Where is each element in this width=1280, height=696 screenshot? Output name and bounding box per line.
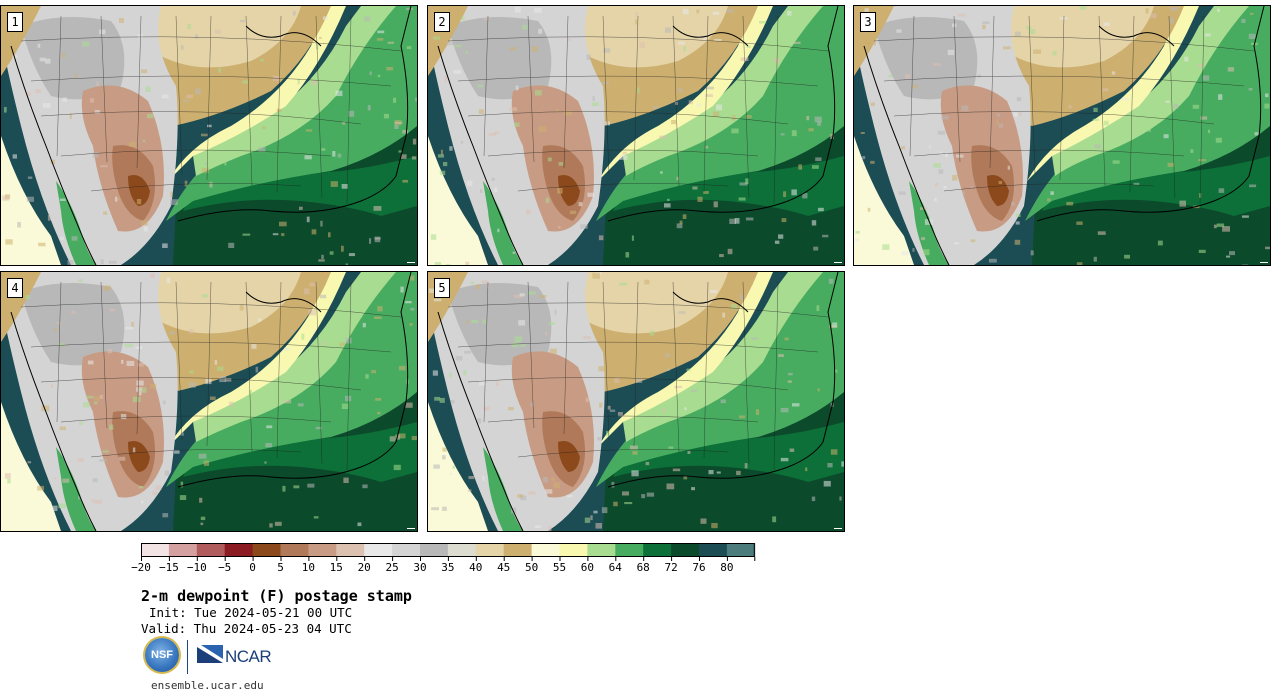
state-boundaries (20, 281, 402, 471)
coastlines (10, 272, 412, 531)
colorbar-tick-label: 68 (636, 561, 650, 574)
coastlines (863, 6, 1265, 265)
colorbar-swatch (726, 543, 756, 557)
dewpoint-field (428, 6, 844, 265)
colorbar-swatch (141, 543, 170, 557)
dewpoint-field (1, 6, 417, 265)
colorbar-tick-label: 80 (720, 561, 734, 574)
dewpoint-field (1, 272, 417, 531)
colorbar-tick-label: 0 (249, 561, 256, 574)
colorbar-tick-label: 55 (552, 561, 567, 574)
ensemble-member-map-4[interactable]: 4 (0, 271, 418, 532)
colorbar-swatch (699, 543, 728, 557)
colorbar-swatch (308, 543, 337, 557)
colorbar-tick-label: −10 (186, 561, 207, 574)
dewpoint-field (854, 6, 1270, 265)
colorbar-tick-label: 72 (664, 561, 678, 574)
member-number-label: 4 (7, 278, 23, 298)
colorbar-tick-label: 64 (608, 561, 622, 574)
state-boundaries (447, 15, 829, 205)
colorbar-swatch (671, 543, 700, 557)
colorbar-tick-label: 76 (692, 561, 706, 574)
colorbar-tick-label: 25 (385, 561, 399, 574)
colorbar-frame (141, 543, 755, 557)
page-title: 2-m dewpoint (F) postage stamp (141, 587, 412, 605)
colorbar-swatch (336, 543, 365, 557)
colorbar-tick-label: 5 (277, 561, 284, 574)
coastlines (10, 6, 412, 265)
logo-group: NSF NCAR (145, 638, 285, 676)
colorbar-swatch (280, 543, 309, 557)
colorbar-swatch (559, 543, 588, 557)
colorbar-swatch (224, 543, 253, 557)
colorbar-swatch (392, 543, 421, 557)
colorbar-swatch (447, 543, 477, 557)
dewpoint-field (428, 272, 844, 531)
ensemble-member-map-2[interactable]: 2 (427, 5, 845, 266)
nsf-logo: NSF (145, 638, 179, 672)
colorbar-tick-label: 45 (497, 561, 511, 574)
dewpoint-colorbar (141, 543, 756, 561)
colorbar-swatch (503, 543, 532, 557)
member-number-label: 5 (434, 278, 450, 298)
ncar-logo-icon (197, 645, 223, 663)
coastlines (437, 6, 839, 265)
colorbar-swatch (420, 543, 449, 557)
logo-divider (187, 640, 188, 674)
coastlines (437, 272, 839, 531)
colorbar-swatch (168, 543, 198, 557)
colorbar-tick-label: 20 (357, 561, 371, 574)
colorbar-swatch (531, 543, 560, 557)
colorbar-tick-label: 60 (580, 561, 595, 574)
ensemble-member-map-1[interactable]: 1 (0, 5, 418, 266)
ensemble-member-map-5[interactable]: 5 (427, 271, 845, 532)
ensemble-member-map-3[interactable]: 3 (853, 5, 1271, 266)
state-boundaries (20, 15, 402, 205)
colorbar-tick-label: 15 (329, 561, 343, 574)
colorbar-swatch (364, 543, 393, 557)
colorbar-tick-labels: −20 −15 −10 −5 0 5 10 15 20 25 30 35 40 45 50 55 60 64 68 7… (0, 561, 900, 577)
colorbar-swatch (475, 543, 505, 557)
colorbar-tick-label: −5 (218, 561, 232, 574)
colorbar-swatch (587, 543, 616, 557)
colorbar-swatch (252, 543, 281, 557)
member-number-label: 1 (7, 12, 23, 32)
colorbar-tick-label: 40 (469, 561, 483, 574)
colorbar-swatch (196, 543, 226, 557)
valid-time: Valid: Thu 2024-05-23 04 UTC (141, 621, 352, 636)
state-boundaries (873, 15, 1255, 205)
colorbar-swatch (615, 543, 644, 557)
colorbar-swatch (643, 543, 672, 557)
member-number-label: 2 (434, 12, 450, 32)
ncar-logo: NCAR (225, 647, 272, 666)
state-boundaries (447, 281, 829, 471)
colorbar-tick-label: 10 (301, 561, 316, 574)
colorbar-tick-label: −20 (131, 561, 151, 574)
colorbar-tick-label: −15 (158, 561, 179, 574)
colorbar-tick-label: 35 (441, 561, 455, 574)
init-time: Init: Tue 2024-05-21 00 UTC (149, 605, 353, 620)
site-url: ensemble.ucar.edu (151, 679, 264, 692)
colorbar-tick-label: 30 (413, 561, 427, 574)
colorbar-tick-label: 50 (524, 561, 539, 574)
member-number-label: 3 (860, 12, 876, 32)
